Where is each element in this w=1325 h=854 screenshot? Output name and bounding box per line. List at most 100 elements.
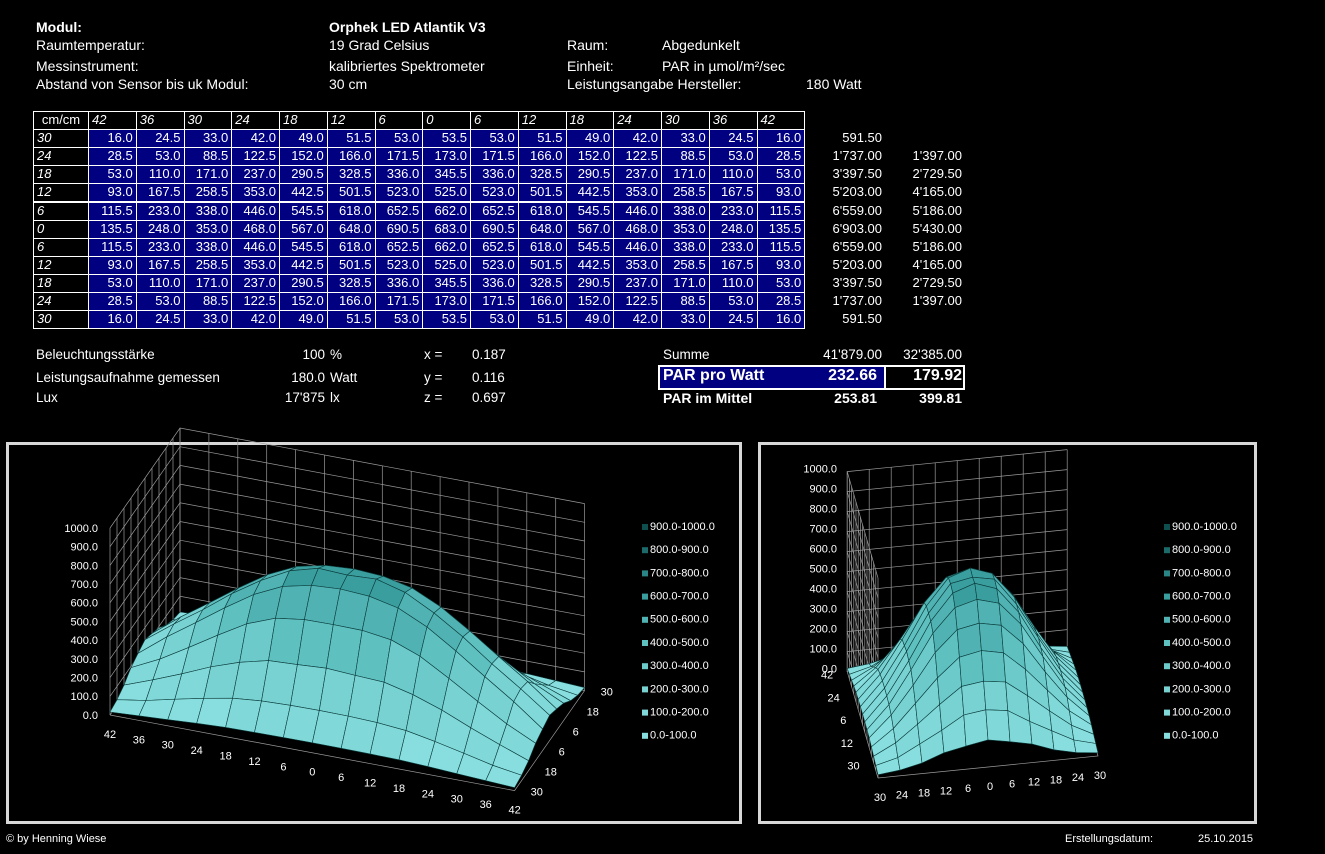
x-tick-label: 30 [162,740,174,752]
table-cell: 248.0 [708,219,758,239]
x-tick-label: 6 [280,761,286,773]
table-cell: 233.0 [708,201,758,221]
table-cell: 51.5 [517,310,567,330]
summary-label: PAR im Mittel [663,390,753,406]
measure-unit: % [330,347,343,362]
legend-label: 100.0-200.0 [1172,707,1231,719]
depth-tick-label: 6 [840,715,846,727]
table-cell: 442.5 [279,183,328,203]
table-cell: 567.0 [279,219,328,239]
legend-swatch [1164,524,1170,530]
grid-line [109,483,585,585]
z-tick-label: 700.0 [70,579,98,591]
summary-label: Summe [663,347,710,362]
table-cell: 338.0 [183,237,233,257]
grid-line [846,449,1068,579]
table-cell: 16.0 [88,310,137,330]
table-cell: 171.5 [470,292,519,312]
table-cell: 525.0 [422,255,471,275]
measure-label: Beleuchtungsstärke [36,347,155,362]
highlight-box [884,365,965,390]
table-cell: 49.0 [565,129,615,149]
z-tick-label: 100.0 [70,691,98,703]
table-cell: 171.5 [374,147,424,167]
table-cell: 171.5 [374,292,424,312]
footer-author: © by Henning Wiese [6,833,107,845]
table-cell: 258.5 [661,183,710,203]
legend-label: 400.0-500.0 [1172,637,1231,649]
x-tick-label: 42 [508,805,520,817]
coord-label: z = [424,390,443,405]
row-sum: 2'729.50 [912,274,962,290]
table-cell: 24.5 [708,129,758,149]
header-label: Raumtemperatur: [36,37,145,53]
table-cell: 501.5 [326,255,376,275]
surface-patch [978,622,1004,654]
summary-value: 232.66 [828,367,877,384]
table-cell: 468.0 [231,219,280,239]
measure-label: Leistungsaufnahme gemessen [36,370,220,385]
depth-tick-label: 6 [559,747,565,759]
x-tick-label: 30 [451,794,463,806]
row-header: 18 [33,273,89,293]
legend-label: 600.0-700.0 [650,591,709,603]
legend-swatch [1164,547,1170,554]
table-cell: 652.5 [374,237,424,257]
x-tick-label: 18 [219,751,231,763]
depth-tick-label: 18 [587,707,599,719]
footer-date: 25.10.2015 [1198,833,1254,845]
z-tick-label: 600.0 [70,598,98,610]
coord-label: x = [424,347,443,362]
row-sum: 591.50 [842,311,882,327]
table-cell: 290.5 [565,273,615,293]
table-cell: 233.0 [135,237,185,257]
x-tick-label: 12 [364,778,376,790]
x-tick-label: 0 [309,767,315,779]
legend-label: 0.0-100.0 [650,730,696,742]
table-cell: 353.0 [613,255,662,275]
table-cell: 683.0 [422,219,471,239]
depth-tick-label: 12 [841,738,853,750]
header-value: 180 Watt [806,76,862,92]
chart-frame [758,442,1257,824]
table-cell: 110.0 [708,273,758,293]
table-cell: 501.5 [517,183,567,203]
table-cell: 648.0 [517,219,567,239]
depth-tick-label: 6 [573,727,579,739]
row-sum: 5'203.00 [832,184,882,200]
table-cell: 545.5 [279,201,328,221]
grid-line [109,465,585,566]
table-cell: 110.0 [708,165,758,185]
grid-line [109,521,585,622]
summary-value: 253.81 [834,390,877,406]
x-tick-label: 24 [1072,772,1084,784]
table-cell: 51.5 [517,129,567,149]
header-value: Orphek LED Atlantik V3 [329,19,486,35]
table-cell: 618.0 [517,201,567,221]
legend-label: 400.0-500.0 [650,637,709,649]
x-tick-label: 12 [248,756,260,768]
table-cell: 545.5 [565,237,615,257]
table-cell: 468.0 [613,219,662,239]
depth-tick-label: 42 [821,670,833,682]
table-cell: 42.0 [613,310,662,330]
table-cell: 53.5 [422,310,471,330]
header-label: Messinstrument: [36,58,139,74]
legend-swatch [1164,616,1170,623]
table-cell: 618.0 [517,237,567,257]
row-sum: 5'186.00 [912,238,962,254]
grid-line [109,446,585,547]
header-value: 30 cm [329,76,368,92]
table-cell: 662.0 [422,201,471,221]
x-tick-label: 6 [965,783,971,795]
table-cell: 523.0 [374,183,424,203]
table-cell: 53.0 [708,292,758,312]
measure-value: 100 [302,347,325,362]
legend-label: 300.0-400.0 [1172,660,1231,672]
table-cell: 353.0 [183,219,233,239]
column-header: 24 [231,111,280,131]
legend-label: 500.0-600.0 [1172,614,1231,626]
legend-label: 800.0-900.0 [1172,544,1231,556]
